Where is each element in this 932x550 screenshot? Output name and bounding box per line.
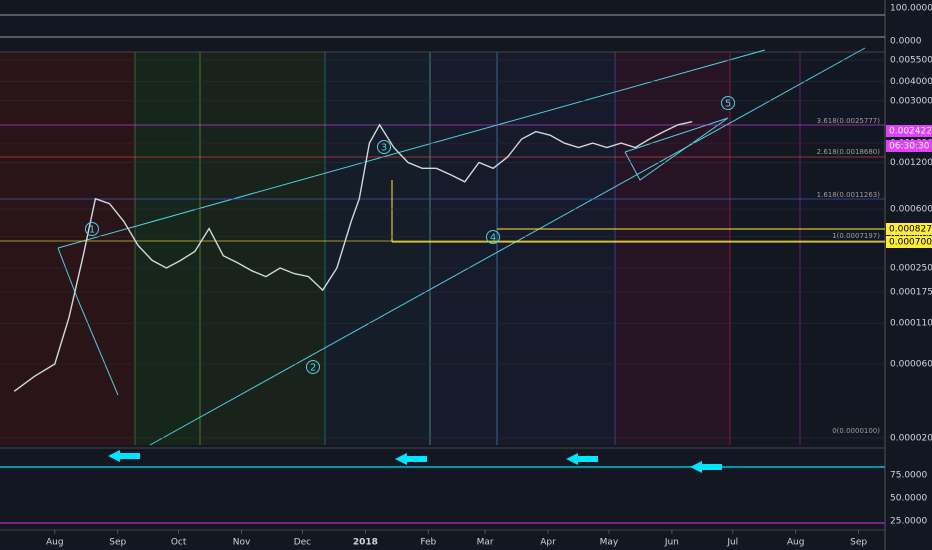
band — [615, 52, 730, 445]
wave-marker — [85, 222, 99, 236]
fib-lines — [0, 124, 885, 243]
x-tick-label: Oct — [171, 538, 187, 548]
price-tag-label: 0.0007005 — [889, 238, 932, 248]
price-tag — [886, 125, 932, 137]
y-tick-label: 0.0000 — [890, 37, 922, 47]
fib-label: 1.618(0.0011263) — [817, 191, 881, 199]
wave-marker — [486, 230, 500, 244]
wave-label: 4 — [490, 233, 496, 244]
fib-label: 2.618(0.0018680) — [817, 148, 881, 156]
y-tick-label: 100.0000 — [890, 4, 932, 14]
band — [0, 52, 135, 445]
band-lines — [134, 52, 801, 445]
fib-label: 0(0.0000100) — [832, 427, 880, 435]
fib-label: 3.618(0.0025777) — [817, 117, 881, 125]
wave-label: 1 — [89, 225, 95, 236]
price-tag — [886, 223, 932, 235]
wave-label: 5 — [725, 99, 731, 110]
price-tag — [886, 236, 932, 248]
price-line — [13, 121, 693, 392]
y-tick-label: 25.0000 — [890, 517, 927, 527]
x-tick-label: Feb — [420, 538, 436, 548]
band — [135, 52, 200, 445]
x-tick-label: Sep — [109, 538, 126, 548]
x-tick-label: Aug — [46, 538, 64, 548]
y-tick-label: 0.0000200 — [890, 433, 932, 443]
wave-label: 3 — [381, 143, 387, 154]
x-tick-label: May — [600, 538, 619, 548]
x-tick-label: Dec — [294, 538, 311, 548]
wave-marker — [721, 96, 735, 110]
trend-lines — [57, 47, 866, 446]
price-tag-label: 0.0024226 — [889, 127, 932, 137]
band — [325, 52, 430, 445]
band — [430, 52, 615, 445]
fib-label: 1(0.0007197) — [832, 232, 880, 240]
x-tick-label: Jul — [726, 538, 738, 548]
band — [200, 52, 325, 445]
wave-label: 2 — [310, 363, 316, 374]
wave-marker — [306, 360, 320, 374]
x-tick-label: Apr — [540, 538, 556, 548]
x-tick-label: Aug — [787, 538, 805, 548]
x-tick-label: Sep — [850, 538, 867, 548]
price-tag-label: 06:30:30 — [889, 142, 930, 152]
price-tag-label: 0.0008271 — [889, 225, 932, 235]
x-tick-label: 2018 — [353, 538, 378, 548]
y-tick-label: 75.0000 — [890, 471, 927, 481]
arrows — [108, 450, 722, 473]
wave-marker — [377, 140, 391, 154]
price-tag — [886, 140, 932, 152]
x-tick-label: Nov — [233, 538, 251, 548]
x-tick-label: Mar — [477, 538, 494, 548]
x-tick-label: Jun — [664, 538, 679, 548]
y-tick-label: 50.0000 — [890, 494, 927, 504]
